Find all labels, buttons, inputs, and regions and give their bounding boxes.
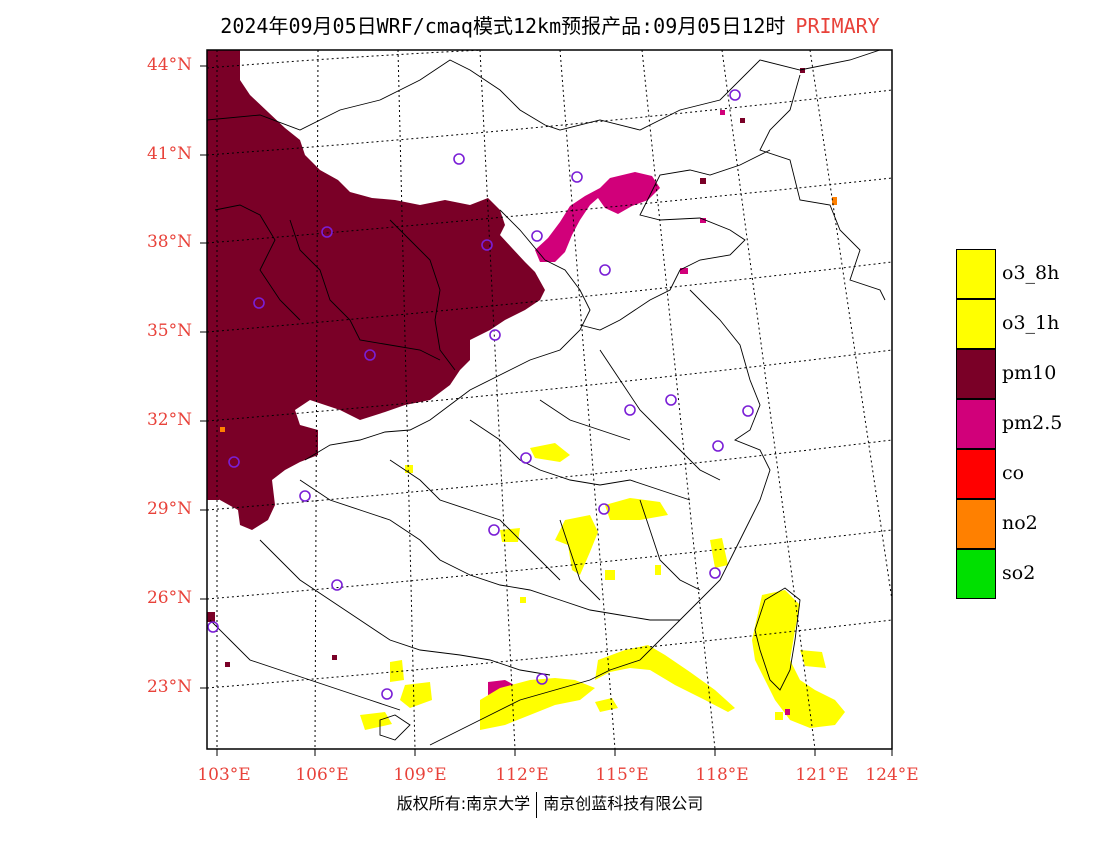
legend-swatch — [956, 399, 996, 449]
legend-label: o3_8h — [1002, 262, 1060, 284]
lon-label: 115°E — [595, 765, 649, 785]
monitoring-stations — [207, 89, 754, 700]
legend-label: o3_1h — [1002, 312, 1060, 334]
legend-label: pm10 — [1002, 362, 1057, 384]
lon-label: 118°E — [695, 765, 749, 785]
pm10-speck — [700, 178, 706, 184]
legend-label: co — [1002, 462, 1025, 484]
tick-marks — [200, 65, 893, 756]
lon-label: 109°E — [393, 765, 447, 785]
map-frame — [206, 49, 893, 750]
lat-label: 32°N — [146, 410, 192, 430]
copyright-right: 南京创蓝科技有限公司 — [543, 794, 704, 813]
pm10-patch — [207, 488, 219, 500]
lat-label: 44°N — [146, 55, 192, 75]
no2-speck — [832, 197, 837, 205]
lat-label: 23°N — [146, 677, 192, 697]
lat-label: 26°N — [146, 588, 192, 608]
legend-swatch — [956, 549, 996, 599]
pm25-speck — [680, 268, 688, 274]
copyright: 版权所有:南京大学 南京创蓝科技有限公司 — [0, 790, 1100, 818]
lon-label: 121°E — [795, 765, 849, 785]
primary-tag: PRIMARY — [795, 14, 880, 38]
legend-label: no2 — [1002, 512, 1038, 534]
lon-label: 112°E — [495, 765, 549, 785]
legend-label: so2 — [1002, 562, 1036, 584]
pm10-speck — [800, 68, 805, 73]
lat-label: 41°N — [146, 144, 192, 164]
lon-label: 106°E — [295, 765, 349, 785]
pm25-speck — [785, 709, 790, 715]
pm25-speck — [700, 218, 706, 223]
pm25-speck — [720, 110, 725, 115]
graticule — [207, 50, 892, 749]
legend-label: pm2.5 — [1002, 412, 1063, 434]
lat-label: 29°N — [146, 499, 192, 519]
legend-swatch — [956, 449, 996, 499]
pm10-speck — [207, 612, 215, 622]
legend-swatch — [956, 299, 996, 349]
pm10-speck — [225, 662, 230, 667]
lat-label: 35°N — [146, 321, 192, 341]
no2-speck — [220, 427, 225, 432]
pm25-region — [535, 172, 660, 262]
title-text: 2024年09月05日WRF/cmaq模式12km预报产品:09月05日12时 — [220, 14, 786, 38]
legend-swatch — [956, 499, 996, 549]
map-title: 2024年09月05日WRF/cmaq模式12km预报产品:09月05日12时 P… — [0, 10, 1100, 39]
copyright-left: 版权所有:南京大学 — [396, 794, 531, 813]
legend-swatch — [956, 349, 996, 399]
pm10-region — [207, 50, 545, 530]
o3-regions — [360, 443, 845, 730]
lat-label: 38°N — [146, 232, 192, 252]
boundaries — [207, 50, 886, 746]
legend-swatch — [956, 249, 996, 299]
pm10-speck — [740, 118, 745, 123]
copyright-separator — [536, 791, 538, 818]
lon-label: 124°E — [865, 765, 919, 785]
pm10-speck — [332, 655, 337, 660]
lon-label: 103°E — [197, 765, 251, 785]
